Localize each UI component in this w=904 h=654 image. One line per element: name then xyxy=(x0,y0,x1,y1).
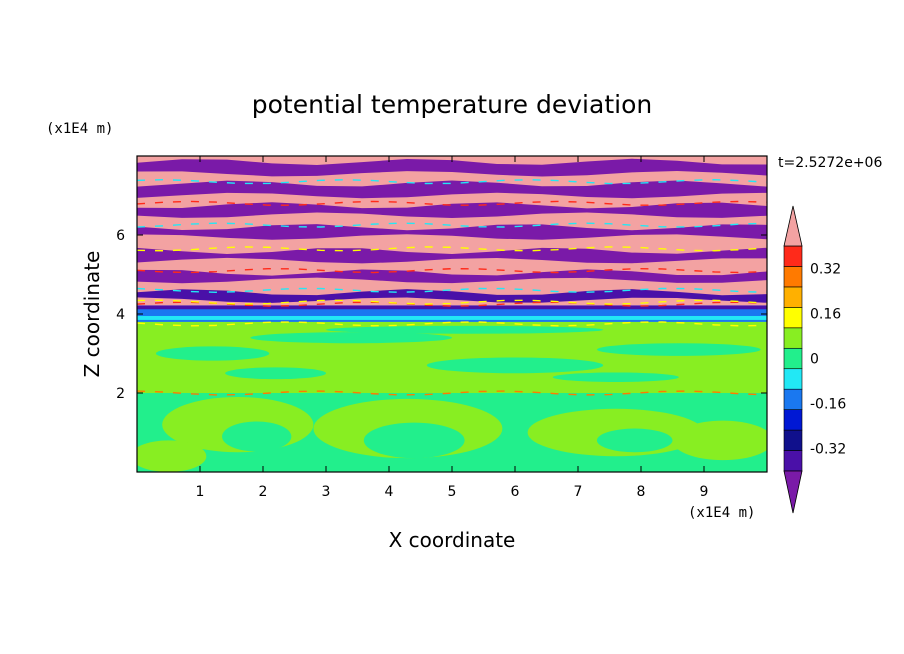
contour-blob xyxy=(225,367,326,380)
contour-blob xyxy=(672,420,767,461)
contour-band xyxy=(137,289,767,303)
contour-filament xyxy=(137,246,767,252)
contour-band xyxy=(137,247,767,264)
contour-band xyxy=(137,158,767,177)
colorbar-tick-label: -0.32 xyxy=(810,442,846,458)
contour-blob xyxy=(326,325,604,334)
x-tick-label: 5 xyxy=(448,484,457,500)
contour-filament xyxy=(137,287,767,293)
y-tick-label: 2 xyxy=(116,386,125,402)
colorbar-tick-label: 0.16 xyxy=(810,307,841,323)
colorbar-segment xyxy=(783,347,803,370)
colorbar-tick-label: -0.16 xyxy=(810,397,846,413)
x-tick-label: 1 xyxy=(196,484,205,500)
x-tick-label: 6 xyxy=(511,484,520,500)
contour-filament xyxy=(137,299,767,305)
contour-field xyxy=(137,156,767,472)
chart-title: potential temperature deviation xyxy=(252,90,652,119)
colorbar: 0.32 0.16 0 -0.16 -0.32 xyxy=(783,205,846,514)
colorbar-extend-min xyxy=(783,470,803,514)
colorbar-segment xyxy=(783,245,803,267)
contour-filament xyxy=(137,267,767,274)
x-tick-label: 4 xyxy=(385,484,394,500)
contour-filament xyxy=(137,200,767,206)
contour-blob xyxy=(426,357,604,374)
contour-blob xyxy=(552,372,679,382)
contour-band xyxy=(137,269,767,284)
contour-band xyxy=(137,202,767,219)
contour-blob xyxy=(137,440,207,472)
colorbar-segment xyxy=(783,266,803,288)
contour-filament xyxy=(137,301,767,307)
x-axis-label: X coordinate xyxy=(389,528,516,552)
contour-filament xyxy=(137,179,767,185)
colorbar-tick-label: 0.32 xyxy=(810,262,841,278)
colorbar-segment xyxy=(783,368,803,390)
colorbar-segment xyxy=(783,409,803,431)
y-tick-label: 4 xyxy=(116,307,125,323)
colorbar-segment xyxy=(783,388,803,410)
x-axis-ticks: 1 2 3 4 5 6 7 8 9 xyxy=(196,156,709,500)
contour-blob xyxy=(596,428,673,453)
contour-filament xyxy=(137,321,767,327)
contour-blob xyxy=(222,421,292,452)
contour-band xyxy=(137,180,767,199)
time-label: t=2.5272e+06 xyxy=(778,155,882,171)
colorbar-segment xyxy=(783,450,803,472)
x-tick-label: 9 xyxy=(700,484,709,500)
colorbar-segment xyxy=(783,307,803,329)
colorbar-extend-max xyxy=(783,205,803,247)
x-tick-label: 2 xyxy=(259,484,268,500)
x-tick-label: 3 xyxy=(322,484,331,500)
contour-band xyxy=(137,224,767,240)
contour-filament xyxy=(137,222,767,228)
colorbar-segment xyxy=(783,286,803,308)
colorbar-tick-label: 0 xyxy=(810,352,819,368)
y-tick-label: 6 xyxy=(116,228,125,244)
layer-cyan-line xyxy=(137,315,767,320)
contour-blob xyxy=(596,343,761,356)
contour-blob xyxy=(363,422,465,459)
colorbar-segment xyxy=(783,327,803,349)
contour-blob xyxy=(155,346,270,361)
x-tick-label: 8 xyxy=(637,484,646,500)
contour-filament xyxy=(137,390,767,396)
y-axis-unit: (x1E4 m) xyxy=(46,121,113,137)
y-axis-ticks: 2 4 6 xyxy=(116,228,767,402)
y-axis-label: Z coordinate xyxy=(80,251,104,378)
x-axis-unit: (x1E4 m) xyxy=(688,505,755,521)
colorbar-segment xyxy=(783,429,803,451)
x-tick-label: 7 xyxy=(574,484,583,500)
layer-dark-stripe xyxy=(137,305,767,310)
contour-blob xyxy=(250,332,452,344)
